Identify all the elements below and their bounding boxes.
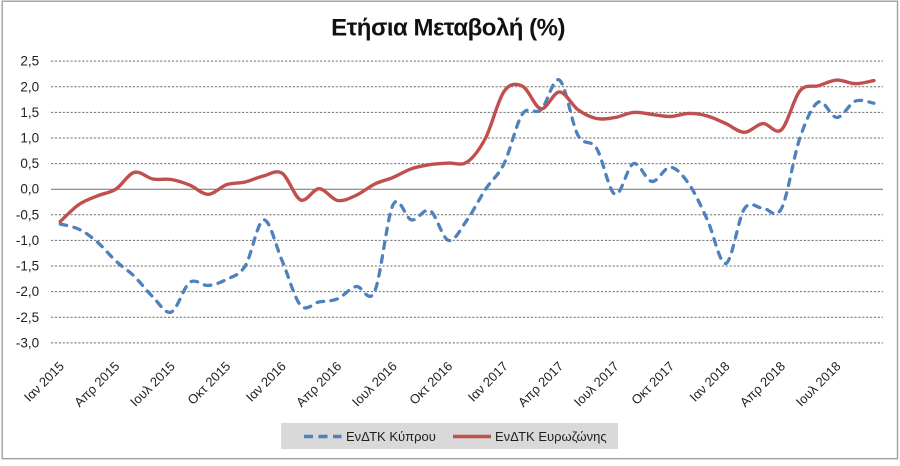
svg-text:-0,5: -0,5: [16, 207, 39, 222]
svg-text:-1,5: -1,5: [16, 259, 39, 274]
svg-text:ΕνΔΤΚ Κύπρου: ΕνΔΤΚ Κύπρου: [346, 429, 436, 444]
svg-text:-2,0: -2,0: [16, 284, 39, 299]
svg-text:2,5: 2,5: [20, 54, 39, 69]
svg-text:0,5: 0,5: [20, 156, 39, 171]
svg-text:-3,0: -3,0: [16, 335, 39, 350]
svg-text:Ετήσια Μεταβολή (%): Ετήσια Μεταβολή (%): [331, 15, 565, 42]
svg-text:0,0: 0,0: [20, 182, 39, 197]
svg-text:-2,5: -2,5: [16, 310, 39, 325]
svg-text:1,5: 1,5: [20, 105, 39, 120]
svg-text:1,0: 1,0: [20, 131, 39, 146]
svg-text:2,0: 2,0: [20, 79, 39, 94]
svg-text:ΕνΔΤΚ Ευρωζώνης: ΕνΔΤΚ Ευρωζώνης: [495, 429, 607, 444]
svg-text:-1,0: -1,0: [16, 233, 39, 248]
